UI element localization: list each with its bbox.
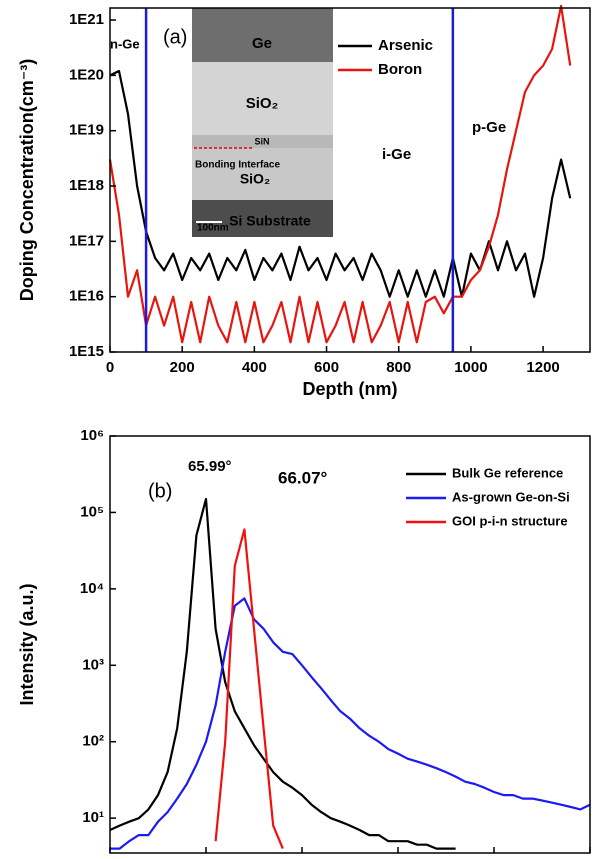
inset-label: Si Substrate [229,213,311,229]
si-layer [192,200,333,237]
inset-label: SiO₂ [240,171,270,187]
legend-label: Bulk Ge reference [452,465,563,480]
series-line [108,4,572,344]
series-line [109,497,456,850]
x-tick-label: 0 [106,359,114,376]
series-line [109,69,572,298]
y-tick-label: 10² [82,733,104,750]
inset-label: SiN [254,136,269,146]
series-line [214,528,284,850]
y-tick-label: 10⁶ [80,427,104,444]
legend-label: GOI p-i-n structure [452,513,568,528]
inset-label: 100nm [197,223,229,234]
sin-layer [192,135,333,148]
tem-inset [192,8,333,237]
y-tick-label: 10¹ [82,809,104,826]
x-tick-label: 1200 [526,359,559,376]
y-tick-label: 10³ [82,656,104,673]
annotation: n-Ge [110,36,140,51]
y-tick-label: 1E18 [69,177,104,194]
ge-layer [192,8,333,62]
y-tick-label: 1E15 [69,343,104,360]
plot-frame [109,7,591,353]
annotation: (a) [163,26,187,48]
x-tick-label: 400 [242,359,267,376]
x-tick-label: 800 [386,359,411,376]
x-tick-label: 600 [314,359,339,376]
legend-label: Boron [378,61,422,78]
inset-label: SiO₂ [246,95,279,112]
y-tick-label: 1E16 [69,288,104,305]
y-axis-label: Doping Concentration(cm⁻³) [17,59,37,301]
sio2-layer [192,62,333,135]
annotation: (b) [148,480,172,502]
annotation: 65.99° [188,458,232,475]
inset-label: Bonding Interface [195,160,280,171]
annotation: i-Ge [382,146,411,163]
y-tick-label: 1E17 [69,232,104,249]
legend-label: As-grown Ge-on-Si [452,489,570,504]
x-tick-label: 1000 [454,359,487,376]
y-tick-label: 1E20 [69,66,104,83]
annotation: 66.07° [278,468,328,487]
y-tick-label: 1E21 [69,11,104,28]
annotation: p-Ge [472,119,506,136]
sio2-layer [192,148,333,200]
y-tick-label: 1E19 [69,122,104,139]
y-tick-label: 10⁴ [80,580,104,597]
x-axis-label: Depth (nm) [303,379,398,399]
y-tick-label: 10⁵ [80,503,104,520]
y-axis-label: Intensity (a.u.) [17,583,37,705]
inset-label: Ge [252,35,272,52]
legend-label: Arsenic [378,37,433,54]
series-line [110,597,591,850]
x-tick-label: 200 [170,359,195,376]
plot-frame [109,435,591,854]
